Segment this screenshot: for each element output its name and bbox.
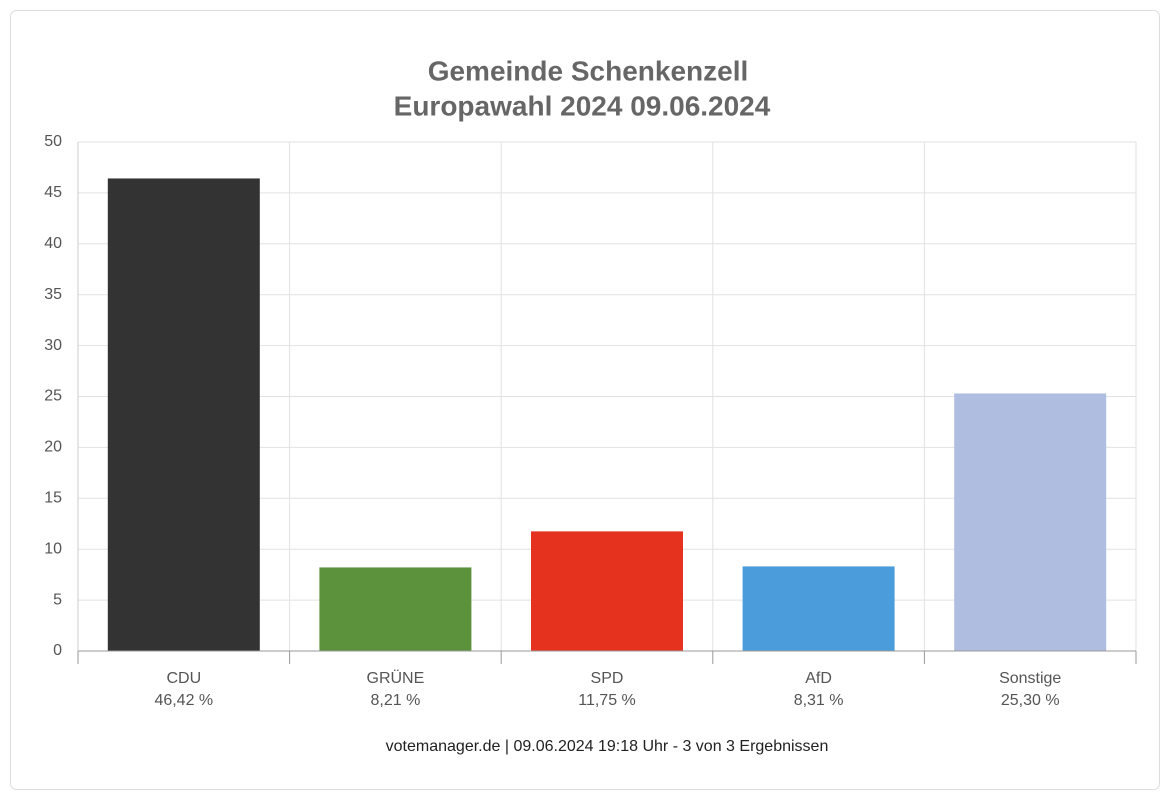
bar — [107, 178, 260, 651]
x-tick-label: GRÜNE — [367, 669, 425, 687]
x-tick-label: CDU — [166, 670, 201, 687]
source-note: votemanager.de | 09.06.2024 19:18 Uhr - … — [386, 738, 829, 755]
chart-title: Gemeinde Schenkenzell — [428, 55, 749, 86]
x-tick-label: SPD — [591, 670, 624, 687]
value-label: 46,42 % — [154, 692, 213, 709]
value-label: 25,30 % — [1001, 692, 1060, 709]
value-label: 8,21 % — [370, 692, 420, 709]
y-tick-label: 20 — [44, 439, 62, 456]
value-label: 11,75 % — [578, 692, 636, 709]
y-tick-label: 35 — [44, 286, 62, 303]
y-tick-label: 45 — [44, 184, 62, 201]
y-tick-label: 30 — [44, 337, 62, 354]
y-tick-label: 50 — [44, 133, 62, 150]
y-tick-label: 40 — [44, 235, 62, 252]
bar — [531, 531, 683, 651]
bar — [742, 566, 895, 651]
chart-subtitle: Europawahl 2024 09.06.2024 — [394, 90, 771, 121]
y-tick-label: 10 — [44, 540, 62, 557]
bar — [954, 393, 1107, 651]
y-tick-label: 25 — [44, 388, 62, 405]
x-tick-label: AfD — [805, 670, 832, 687]
y-tick-label: 0 — [53, 642, 62, 659]
y-tick-label: 15 — [44, 490, 62, 507]
x-tick-label: Sonstige — [999, 670, 1061, 687]
bar — [319, 567, 472, 651]
y-tick-label: 5 — [53, 591, 62, 608]
value-label: 8,31 % — [794, 692, 844, 709]
